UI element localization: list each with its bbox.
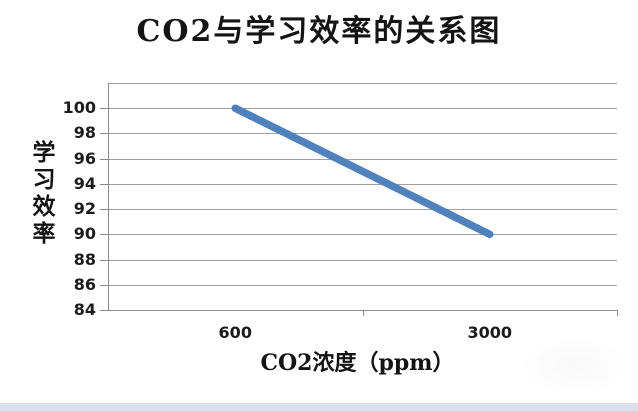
gridline (108, 259, 617, 261)
y-tick-mark (100, 259, 108, 261)
y-tick-mark (100, 158, 108, 160)
y-axis (108, 83, 109, 310)
y-tick-label: 100 (62, 98, 96, 118)
gridline (108, 234, 617, 236)
y-tick-label: 84 (73, 300, 96, 319)
y-tick-mark (100, 284, 108, 286)
gridline (108, 83, 617, 84)
y-tick-mark (100, 133, 108, 135)
y-tick-mark (100, 183, 108, 185)
x-tick-mark (617, 310, 618, 316)
y-tick-label: 88 (73, 249, 96, 269)
y-tick-label: 90 (73, 224, 96, 244)
y-tick-label: 94 (73, 173, 96, 193)
gridline (108, 209, 617, 211)
series-line (231, 104, 494, 239)
y-tick-mark (100, 209, 108, 211)
x-tick-mark (362, 310, 364, 316)
x-axis-title: CO2浓度（ppm） (260, 350, 455, 376)
bottom-strip (0, 403, 638, 411)
y-tick-mark (100, 108, 108, 110)
gridline (108, 284, 617, 286)
watermark (520, 337, 630, 395)
gridline (108, 158, 617, 160)
x-axis (100, 310, 617, 311)
y-tick-label: 92 (73, 199, 96, 219)
y-tick-label: 96 (73, 148, 96, 168)
y-axis-title: 学习效率 (28, 140, 55, 248)
x-tick-label: 600 (218, 323, 252, 342)
gridline (108, 108, 617, 110)
y-tick-label: 98 (73, 123, 96, 143)
chart-title: CO2与学习效率的关系图 (136, 14, 502, 49)
y-tick-mark (100, 234, 108, 236)
y-tick-label: 86 (73, 274, 96, 294)
x-tick-label: 3000 (467, 323, 513, 342)
gridline (108, 133, 617, 135)
gridline (108, 183, 617, 185)
